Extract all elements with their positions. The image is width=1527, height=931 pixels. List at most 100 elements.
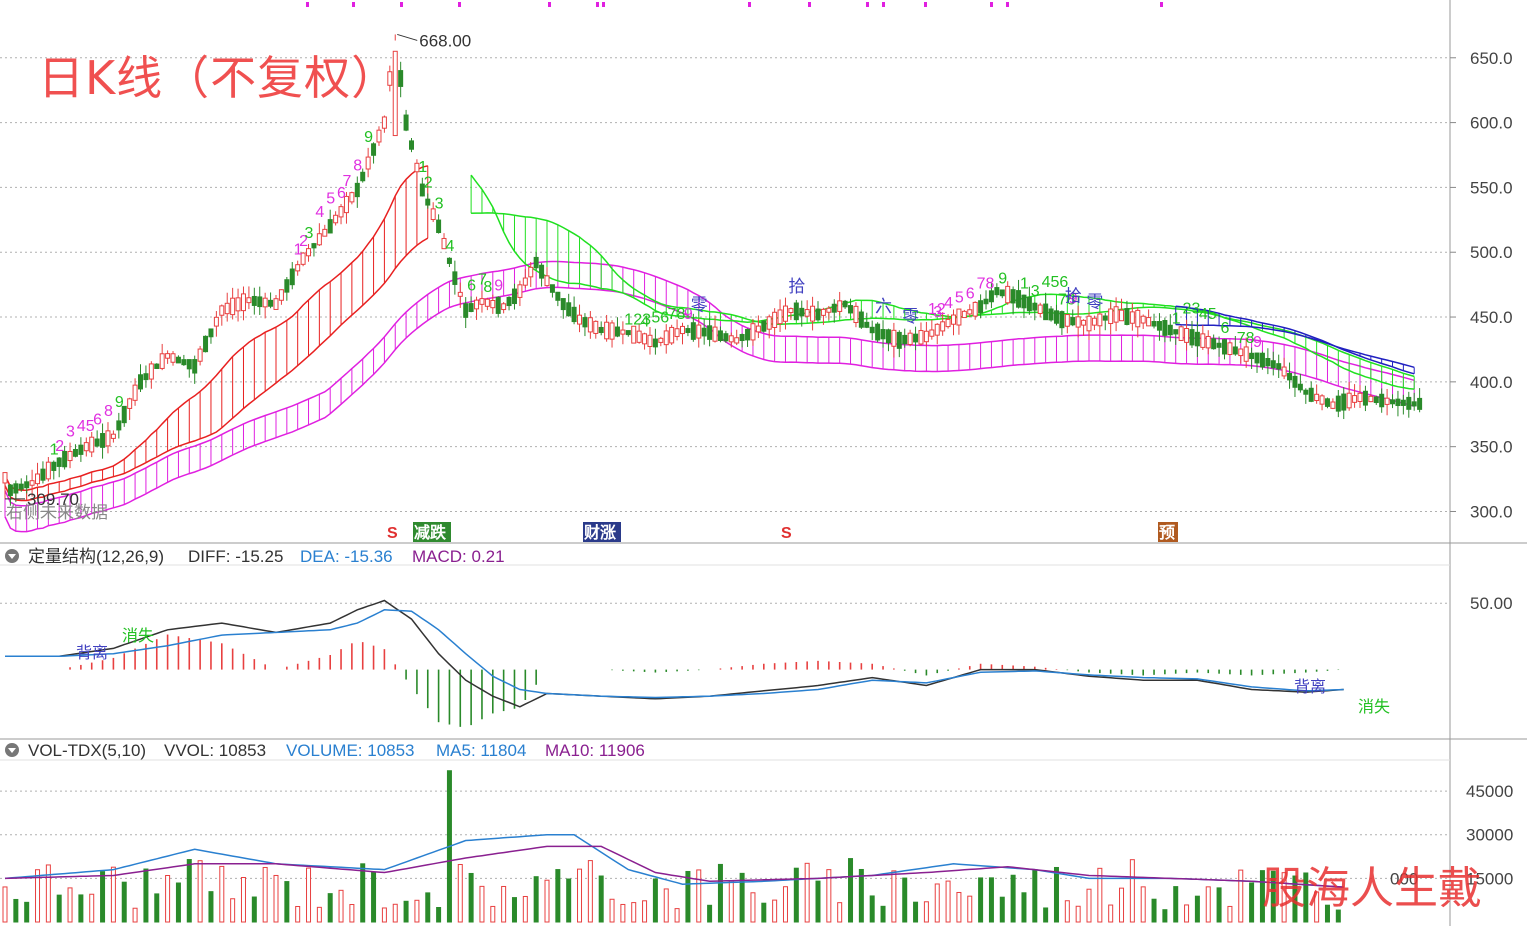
candle-body <box>1254 352 1260 364</box>
candle-body <box>29 480 35 486</box>
count-label: 5 <box>326 191 335 208</box>
candle-body <box>51 461 57 471</box>
candle-body <box>739 334 745 342</box>
candle-body <box>1281 366 1287 377</box>
candle-body <box>539 264 545 279</box>
volume-bar <box>598 875 604 923</box>
top-marker <box>602 2 605 7</box>
top-marker <box>1160 2 1163 7</box>
candle-body <box>609 322 615 340</box>
count-label: 1 <box>50 441 59 458</box>
top-marker <box>882 2 885 7</box>
candle-body <box>555 291 561 301</box>
event-marker-bg <box>583 522 621 542</box>
price-tick-label: 300.0 <box>1470 502 1513 521</box>
candle-body <box>316 233 322 246</box>
volume-bar <box>1205 886 1211 923</box>
candle-body <box>685 328 691 333</box>
candle-body <box>7 484 13 496</box>
candle-body <box>669 326 675 344</box>
candle-body <box>1249 352 1255 360</box>
volume-bar <box>1238 869 1244 923</box>
volume-bar <box>89 893 95 923</box>
candle-body <box>381 116 387 129</box>
candle-body <box>1319 395 1325 405</box>
candle-body <box>999 289 1005 297</box>
candle-body <box>333 214 339 224</box>
volume-bar <box>891 870 897 923</box>
price-tick-label: 650.0 <box>1470 49 1513 68</box>
red-ribbon-lower <box>4 237 429 502</box>
candle-body <box>78 444 84 455</box>
volume-bar <box>262 866 268 923</box>
volume-bar <box>696 869 702 923</box>
volume-bar <box>717 863 723 923</box>
blue-ribbon <box>1175 305 1415 375</box>
volume-bar <box>327 893 333 923</box>
candle-body <box>734 337 740 344</box>
candle-body <box>490 299 496 309</box>
candle-body <box>1113 306 1119 323</box>
volume-bar <box>815 880 821 923</box>
top-marker <box>808 2 811 7</box>
candle-body <box>961 310 967 319</box>
volume-bar <box>1249 882 1255 923</box>
volume-bar <box>45 864 51 923</box>
blue-ribbon-lower <box>1175 323 1415 369</box>
volume-bar <box>804 862 810 923</box>
count-label: 2 <box>299 233 308 250</box>
candle-body <box>371 143 377 156</box>
volume-bar <box>284 881 290 923</box>
volume-bar <box>121 881 127 923</box>
volume-bar <box>620 903 626 923</box>
volume-bar <box>869 895 875 923</box>
volume-bar <box>24 901 30 923</box>
volume-bar <box>273 874 279 923</box>
volume-bar <box>1086 888 1092 923</box>
price-tick-label: 400.0 <box>1470 373 1513 392</box>
candle-body <box>165 353 171 359</box>
candle-body <box>831 303 837 313</box>
candle-body <box>1043 303 1049 321</box>
candle-body <box>864 321 870 328</box>
candle-body <box>100 433 106 448</box>
volume-inner-label: 000 <box>1390 869 1418 888</box>
volume-bar <box>739 872 745 923</box>
candle-body <box>690 322 696 340</box>
candle-body <box>804 309 810 317</box>
count-label: 1 <box>418 159 427 176</box>
volume-bar <box>1335 909 1341 923</box>
volume-bar <box>316 906 322 923</box>
count-label: 23 <box>1183 301 1201 318</box>
candle-body <box>251 295 257 306</box>
candle-body <box>387 71 393 86</box>
candle-body <box>1064 314 1070 327</box>
volume-bar <box>251 896 257 923</box>
candle-body <box>56 457 62 467</box>
candle-body <box>810 305 816 322</box>
volume-bar <box>1053 866 1059 923</box>
min-price-label: 309.70 <box>27 490 79 509</box>
volume-bar <box>1075 905 1081 923</box>
volume-bar <box>1162 909 1168 923</box>
top-marker <box>866 2 869 7</box>
volume-bar <box>1324 904 1330 923</box>
top-marker <box>596 2 599 7</box>
candle-body <box>213 316 219 327</box>
candle-body <box>18 483 24 490</box>
candle-body <box>40 468 46 481</box>
candle-body <box>983 298 989 305</box>
candle-body <box>1081 319 1087 326</box>
candle-body <box>1390 399 1396 405</box>
candle-body <box>620 329 626 335</box>
candle-body <box>148 363 154 380</box>
count-label: 6 <box>1221 320 1230 337</box>
top-marker <box>458 2 461 7</box>
volume-bar <box>143 868 149 923</box>
candle-body <box>235 297 241 312</box>
volume-bar <box>186 859 192 923</box>
candle-body <box>1162 320 1168 336</box>
